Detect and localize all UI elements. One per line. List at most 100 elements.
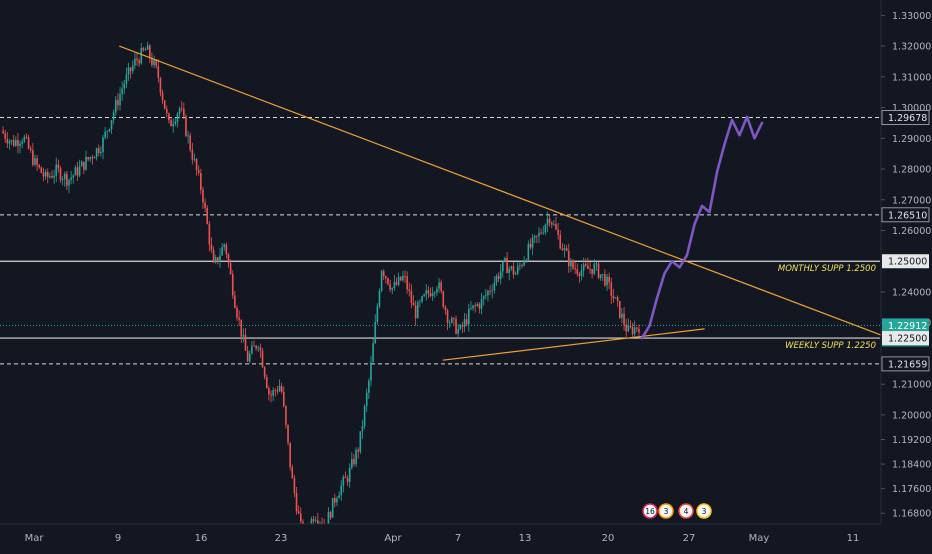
candle-body [170, 120, 172, 127]
event-badge-3[interactable] [696, 503, 712, 519]
price-tick-label-14: 1.19200 [892, 435, 931, 446]
candle-body [51, 176, 53, 178]
candle-body [72, 175, 75, 178]
candle-body [93, 157, 96, 159]
candle-body [189, 135, 192, 150]
candle-body [40, 167, 43, 173]
candle-body [399, 276, 402, 281]
candle-body [183, 108, 185, 117]
candle-body [257, 347, 260, 349]
candle-body [546, 218, 549, 225]
time-tick-label-2: 16 [195, 533, 208, 544]
candle-body [129, 67, 132, 72]
candle-body [49, 176, 51, 177]
candle-body [97, 148, 100, 154]
candle-body [178, 108, 181, 114]
candle-body [161, 92, 164, 101]
candle-body [510, 266, 513, 269]
candle-body [265, 377, 268, 388]
projection-path[interactable] [640, 115, 764, 340]
candle-body [357, 449, 360, 452]
candle-body [436, 288, 438, 293]
candle-body [487, 290, 489, 296]
candle-body [565, 248, 568, 251]
candle-body [497, 276, 500, 279]
candle-body [70, 177, 72, 180]
candle-body [282, 391, 285, 407]
candle-body [382, 271, 385, 277]
time-tick-label-4: Apr [384, 533, 402, 544]
candle-body [576, 269, 579, 274]
candle-body [387, 277, 389, 285]
candle-body [68, 179, 70, 186]
candle-body [610, 282, 613, 297]
price-tick-label-2: 1.31000 [892, 72, 931, 83]
candle-body [393, 282, 396, 288]
candle-body [210, 244, 213, 250]
candle-body [85, 157, 87, 170]
candle-body [295, 493, 298, 512]
candle-body [83, 161, 85, 170]
candle-body [536, 235, 538, 237]
time-tick-label-7: 20 [602, 533, 615, 544]
candle-body [397, 276, 400, 285]
candle-body [78, 166, 81, 176]
candle-body [472, 305, 474, 309]
level-annotation-2: MONTHLY SUPP 1.2500 [778, 264, 876, 274]
candle-body [353, 459, 355, 465]
candle-body [331, 497, 334, 518]
candle-body [234, 295, 236, 308]
price-tick-label-3: 1.30000 [892, 103, 931, 114]
level-price-label-1: 1.26510 [888, 210, 927, 221]
candle-body [195, 159, 198, 171]
level-price-label-5: 1.21659 [888, 359, 927, 370]
price-axis-bg [881, 0, 932, 550]
candle-body [59, 168, 62, 181]
candle-body [197, 170, 200, 174]
trendline-lower[interactable] [442, 328, 705, 361]
trendlines-layer [119, 45, 881, 361]
candle-body [636, 327, 638, 329]
event-badge-2[interactable] [678, 503, 694, 519]
level-price-label-4: 1.22500 [888, 334, 927, 345]
price-tick-label-17: 1.16800 [892, 509, 931, 520]
candle-body [616, 297, 619, 301]
candle-body [372, 343, 374, 363]
trendline-upper[interactable] [119, 45, 881, 336]
candle-body [408, 289, 411, 291]
candle-body [574, 268, 576, 270]
event-badge-0[interactable] [642, 503, 658, 519]
candle-body [344, 477, 347, 478]
event-badge-1[interactable] [658, 503, 674, 519]
candle-body [465, 319, 468, 325]
candle-body [74, 167, 77, 176]
candle-body [146, 45, 149, 50]
candle-body [346, 477, 349, 482]
candle-body [516, 266, 519, 274]
candle-body [563, 248, 566, 251]
candle-body [291, 467, 294, 479]
candle-body [32, 150, 34, 165]
candle-body [446, 310, 449, 323]
price-tick-label-0: 1.33000 [892, 11, 931, 22]
candle-body [138, 60, 140, 64]
candle-body [119, 94, 121, 106]
candle-body [625, 324, 627, 332]
candle-body [110, 120, 113, 130]
candle-body [429, 293, 432, 296]
candle-body [172, 123, 175, 127]
candle-body [342, 477, 345, 486]
candle-body [314, 520, 317, 522]
candle-body [263, 367, 266, 378]
candle-body [123, 83, 126, 89]
candle-body [174, 121, 177, 124]
candle-body [214, 257, 217, 263]
candle-body [527, 243, 530, 261]
candle-body [427, 290, 430, 294]
event-badges[interactable]: 16 3 4 3 [642, 503, 712, 519]
candle-body [100, 152, 102, 154]
candle-body [112, 112, 115, 121]
candle-body [521, 265, 523, 266]
